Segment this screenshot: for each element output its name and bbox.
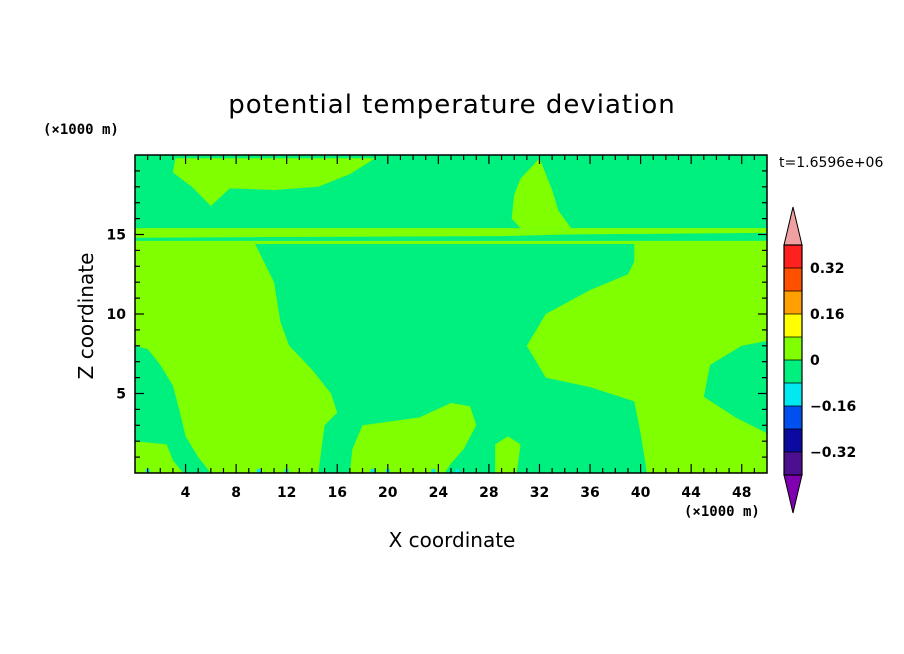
colorbar: 0.32 0.16 0 −0.16 −0.32 bbox=[783, 206, 856, 514]
colorbar-label: 0.16 bbox=[810, 307, 845, 323]
contour-region-2 bbox=[135, 228, 767, 238]
contour-region-3 bbox=[135, 240, 767, 244]
x-tick-label: 8 bbox=[231, 485, 241, 501]
x-tick-label: 48 bbox=[732, 485, 751, 501]
colorbar-band-2 bbox=[784, 429, 802, 452]
colorbar-label: 0.32 bbox=[810, 261, 845, 277]
edge-speck-2 bbox=[256, 469, 261, 473]
x-tick-label: 20 bbox=[378, 485, 398, 501]
colorbar-label: −0.16 bbox=[810, 399, 856, 415]
edge-speck-4 bbox=[370, 469, 375, 473]
chart-title: potential temperature deviation bbox=[228, 90, 675, 120]
y-unit-label: (×1000 m) bbox=[43, 122, 119, 138]
x-tick-label: 44 bbox=[681, 485, 701, 501]
contour-region-4 bbox=[135, 244, 338, 473]
x-axis-title: X coordinate bbox=[389, 528, 516, 552]
x-axis-ticks: 4 8 12 16 20 24 28 32 36 40 44 48 bbox=[147, 155, 755, 501]
colorbar-label: −0.32 bbox=[810, 445, 856, 461]
x-unit-label: (×1000 m) bbox=[684, 504, 760, 520]
y-axis-title: Z coordinate bbox=[74, 253, 98, 380]
x-tick-label: 24 bbox=[429, 485, 449, 501]
x-tick-label: 40 bbox=[631, 485, 651, 501]
colorbar-band-8 bbox=[784, 291, 802, 314]
contour-region-5 bbox=[135, 441, 183, 473]
colorbar-band-3 bbox=[784, 406, 802, 429]
colorbar-band-4 bbox=[784, 383, 802, 406]
y-tick-label: 5 bbox=[116, 387, 126, 403]
colorbar-band-9 bbox=[784, 268, 802, 291]
x-tick-label: 28 bbox=[479, 485, 498, 501]
colorbar-band-1 bbox=[784, 452, 802, 475]
colorbar-label: 0 bbox=[810, 353, 820, 369]
colorbar-under-arrow bbox=[783, 474, 803, 514]
contour-region-8 bbox=[526, 244, 767, 473]
x-tick-label: 32 bbox=[530, 485, 549, 501]
colorbar-frame bbox=[783, 244, 803, 476]
colorbar-band-7 bbox=[784, 314, 802, 337]
x-tick-label: 36 bbox=[580, 485, 599, 501]
time-label: t=1.6596e+06 bbox=[779, 155, 883, 171]
edge-speck-6 bbox=[431, 469, 436, 473]
y-axis-ticks: 5 10 15 bbox=[107, 170, 767, 458]
colorbar-band-6 bbox=[784, 337, 802, 360]
x-tick-label: 4 bbox=[181, 485, 191, 501]
x-tick-label: 16 bbox=[327, 485, 346, 501]
colorbar-band-5 bbox=[784, 360, 802, 383]
edge-speck-7 bbox=[455, 469, 460, 473]
contour-region-1 bbox=[172, 158, 376, 206]
x-tick-label: 12 bbox=[277, 485, 296, 501]
y-tick-label: 15 bbox=[107, 228, 126, 244]
contour-region-7 bbox=[495, 436, 521, 473]
y-tick-label: 10 bbox=[107, 307, 127, 323]
contour-region-6 bbox=[349, 403, 477, 473]
contour-regions bbox=[135, 158, 767, 473]
colorbar-over-arrow bbox=[783, 206, 803, 246]
contour-region-9 bbox=[511, 158, 572, 229]
colorbar-band-10 bbox=[784, 245, 802, 268]
